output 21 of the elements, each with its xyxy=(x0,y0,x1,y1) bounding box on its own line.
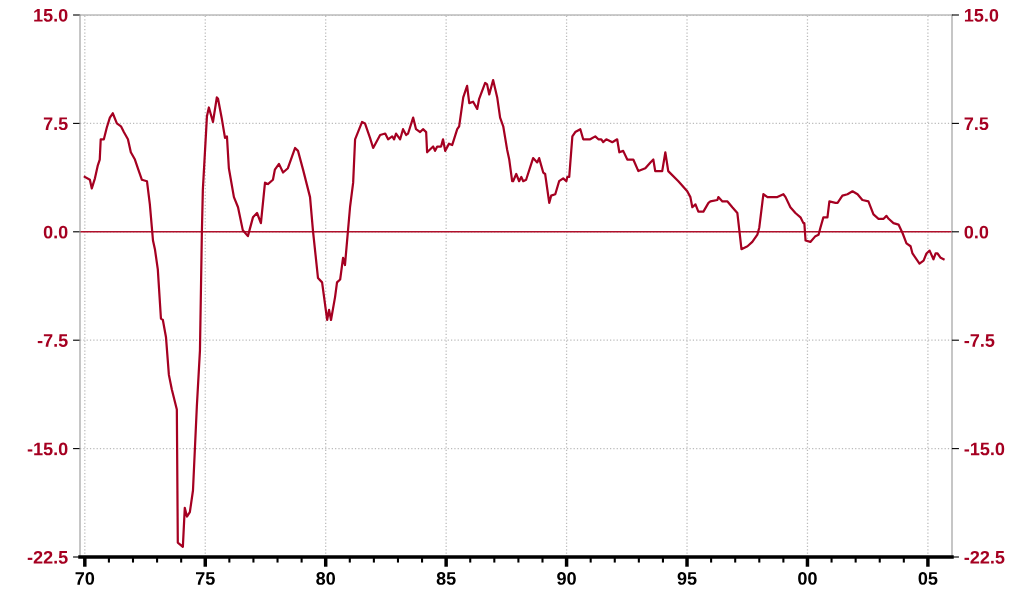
y-tick-label: 0.0 xyxy=(43,225,68,239)
y-tick-label: 7.5 xyxy=(43,117,68,131)
y-tick-label: -22.5 xyxy=(27,550,68,564)
x-tick-label: 70 xyxy=(75,572,95,585)
x-tick-label: 05 xyxy=(918,572,938,585)
y2-tick-label: -22.5 xyxy=(964,550,1005,564)
line-series xyxy=(83,78,945,548)
x-tick-label: 85 xyxy=(436,572,456,585)
x-tick-label: 00 xyxy=(798,572,817,585)
y2-tick-label: 7.5 xyxy=(964,117,989,131)
y2-tick-label: -15.0 xyxy=(964,442,1005,456)
x-tick-label: 90 xyxy=(557,572,576,585)
x-tick-label: 75 xyxy=(195,572,215,585)
y-tick-label: 15.0 xyxy=(34,8,68,22)
y-tick-label: -15.0 xyxy=(27,442,68,456)
x-tick-label: 95 xyxy=(677,572,697,585)
y-tick-label: -7.5 xyxy=(37,334,68,347)
y2-tick-label: -7.5 xyxy=(964,334,995,347)
x-tick-label: 80 xyxy=(316,572,335,585)
y2-tick-label: 0.0 xyxy=(964,225,989,239)
y2-tick-label: 15.0 xyxy=(964,8,999,22)
